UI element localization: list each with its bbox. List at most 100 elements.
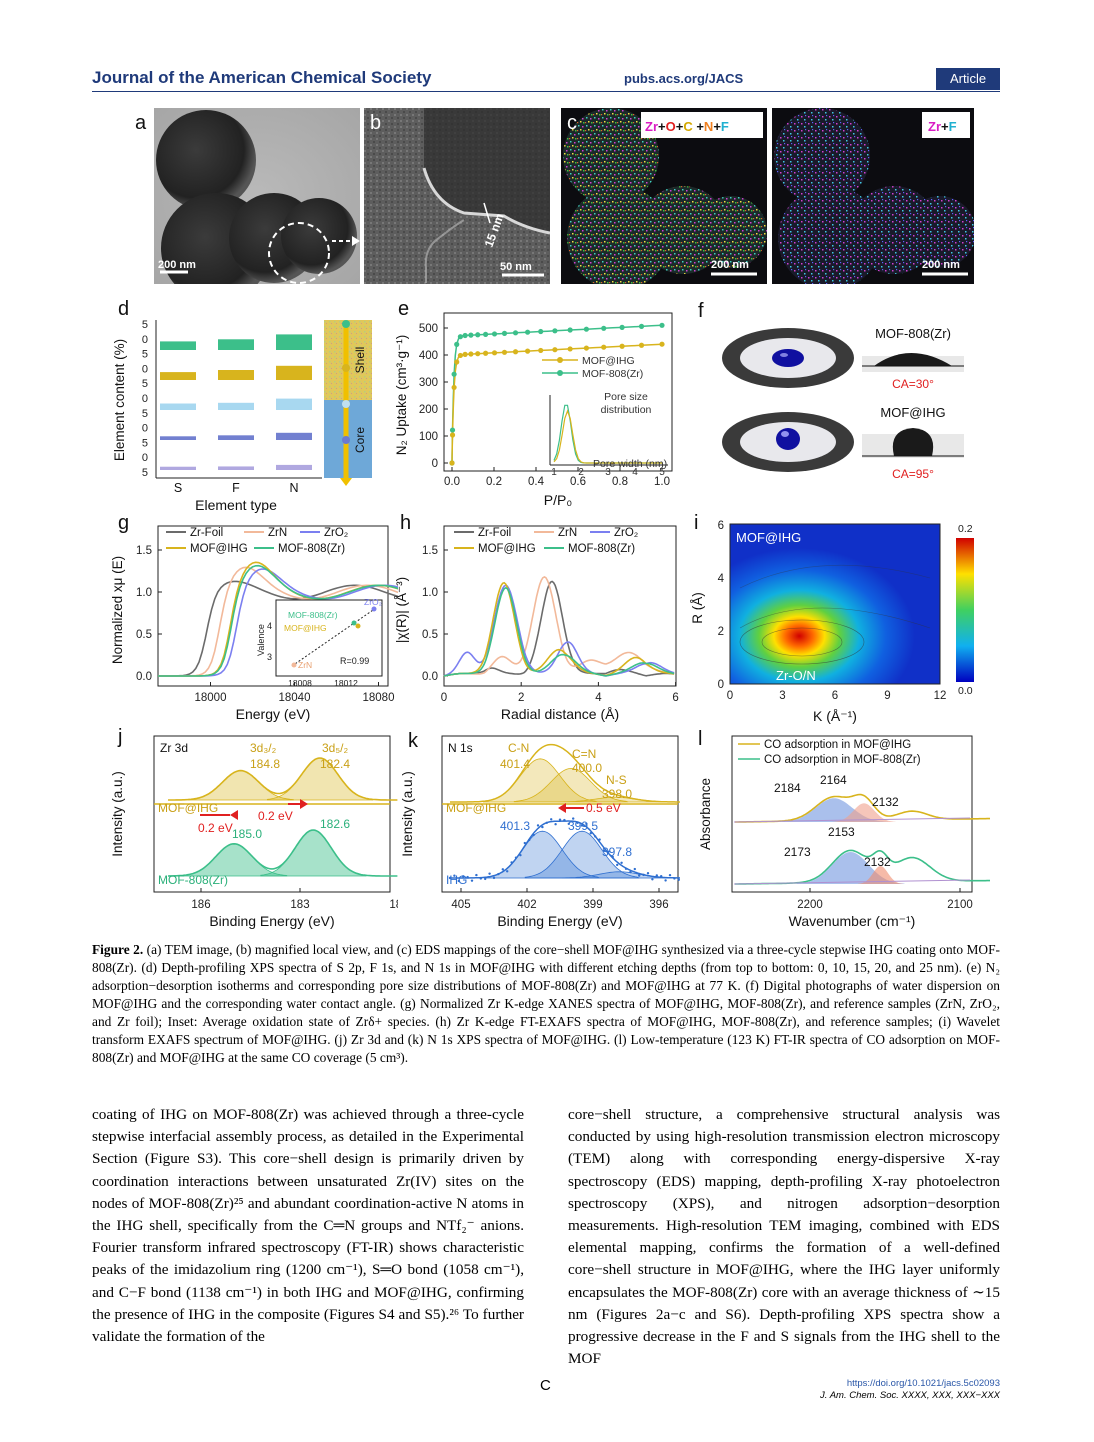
- panel-a-tem-image: 200 nm: [154, 108, 360, 284]
- panel-d-bar: [276, 365, 312, 380]
- panel-e-inset-title-2: distribution: [601, 404, 652, 416]
- panel-k-curve-pure-point: [611, 855, 614, 859]
- panel-e-point-mof: [567, 327, 573, 333]
- panel-d-bar: [218, 402, 254, 410]
- svg-text:R=0.99: R=0.99: [340, 656, 369, 666]
- panel-b-hrtem-image: 15 nm 50 nm: [364, 108, 550, 284]
- panel-e-point-mof: [525, 329, 531, 335]
- panel-d-bar: [218, 435, 254, 440]
- panel-e-xtick: 0.6: [570, 476, 586, 488]
- panel-e-point-ihg: [619, 343, 625, 349]
- page-header: Journal of the American Chemical Society…: [92, 68, 1000, 92]
- panel-e-point-ihg: [501, 349, 508, 355]
- panel-k-curve-pure-point: [550, 818, 553, 821]
- panel-e-point-mof: [601, 325, 607, 331]
- caption-text: (a) TEM image, (b) magnified local view,…: [92, 942, 1000, 1065]
- panel-d-bar: [218, 339, 254, 350]
- panel-d-ytick: 0: [142, 363, 148, 375]
- journal-site[interactable]: pubs.acs.org/JACS: [624, 71, 744, 86]
- panel-d-ylabel: Element content (%): [112, 339, 127, 461]
- panel-d-cat-s: S: [174, 481, 182, 495]
- panel-k-curve-ihg-component: [557, 796, 673, 803]
- svg-text:184.8: 184.8: [250, 757, 280, 771]
- svg-text:18012: 18012: [334, 678, 358, 688]
- body-column-left: coating of IHG on MOF-808(Zr) was achiev…: [92, 1106, 524, 1346]
- svg-text:398.0: 398.0: [602, 787, 632, 801]
- panel-g-ytick: 0.5: [136, 629, 152, 641]
- panel-e-point-ihg: [475, 351, 481, 357]
- panel-h-legend-item: Zr-Foil: [478, 527, 511, 539]
- panel-e-legend-ihg: MOF@IHG: [582, 355, 635, 367]
- panel-e-inset-xtick: 2: [578, 467, 584, 478]
- panel-i-ytick: 2: [718, 626, 724, 638]
- panel-d-letter: d: [118, 298, 130, 320]
- panel-d-ytick: 0: [142, 452, 148, 464]
- panel-e-point-mof: [457, 334, 463, 340]
- panel-h-legend-item: MOF@IHG: [478, 543, 536, 555]
- panel-k-curve-pure-point: [448, 876, 452, 880]
- panel-g-xtick: 18000: [195, 692, 227, 704]
- panel-k-chart: Intensity (a.u.) Binding Energy (eV) N 1…: [400, 735, 680, 929]
- panel-d-bar: [276, 432, 312, 440]
- panel-e-point-mof: [552, 328, 558, 334]
- panel-j-peak1: 3d₃/₂: [250, 741, 277, 755]
- panel-k-sample-bottom: IHG: [446, 873, 467, 887]
- panel-e-point-mof: [638, 323, 645, 329]
- panel-d-shell-label: Shell: [353, 347, 367, 374]
- panel-e-xtick: 0.2: [486, 476, 502, 488]
- panel-j-curve-ihg-component: [187, 770, 294, 801]
- panel-h-xtick: 4: [595, 692, 602, 704]
- panel-k-curve-pure-point: [488, 872, 491, 875]
- panel-k-curve-pure-point: [580, 824, 584, 827]
- panel-k-curve-pure-point: [660, 875, 663, 878]
- panel-e-ytick: 500: [419, 323, 438, 335]
- svg-text:C=N: C=N: [572, 747, 596, 761]
- panel-c-scale: 200 nm: [711, 259, 749, 271]
- panel-l-ylabel: Absorbance: [698, 778, 713, 850]
- panel-d-xlabel: Element type: [195, 497, 277, 513]
- panel-e-chart: 0 100 200 300 400 500 0.0 0.2 0.4 0.6 0.8 1.0 N₂ Up…: [394, 312, 673, 508]
- panel-g-ylabel: Normalized xμ (E): [110, 556, 125, 664]
- panel-e-inset-xtick: 5: [659, 467, 665, 478]
- panel-j-xtick: 180: [389, 899, 398, 911]
- svg-text:2164: 2164: [820, 773, 847, 787]
- panel-e-point-ihg: [538, 347, 544, 354]
- svg-text:401.3: 401.3: [500, 819, 530, 833]
- panel-k-curve-ihg-component: [482, 758, 598, 803]
- svg-text:MOF@IHG: MOF@IHG: [284, 623, 327, 633]
- panel-d-ytick: 0: [142, 393, 148, 405]
- panel-a-scale: 200 nm: [158, 259, 196, 271]
- panel-j-ylabel: Intensity (a.u.): [110, 771, 125, 857]
- panel-k-curve-pure-point: [567, 822, 570, 826]
- panel-e-point-mof: [475, 332, 481, 338]
- panel-k-curve-pure-point: [536, 824, 540, 827]
- panel-i-cbar-max: 0.2: [958, 523, 973, 535]
- panel-e-point-ihg: [583, 345, 589, 351]
- panel-e-ytick: 300: [419, 377, 438, 389]
- panel-j-sample-top: MOF@IHG: [158, 801, 218, 815]
- svg-text:ZrN: ZrN: [298, 660, 312, 670]
- panel-e-point-mof: [501, 330, 508, 336]
- panel-l-xtick: 2200: [797, 899, 823, 911]
- citation: J. Am. Chem. Soc. XXXX, XXX, XXX−XXX: [820, 1390, 1000, 1401]
- svg-text:182.6: 182.6: [320, 817, 350, 831]
- journal-title[interactable]: Journal of the American Chemical Society: [92, 68, 432, 87]
- panel-e-point-mof: [512, 330, 519, 336]
- panel-c2-scale: 200 nm: [922, 259, 960, 271]
- panel-l-legend-mof: CO adsorption in MOF-808(Zr): [764, 754, 921, 766]
- panel-k-xtick: 396: [649, 899, 668, 911]
- panel-e-point-mof: [483, 331, 489, 337]
- panel-d-cat-f: F: [232, 481, 240, 495]
- panel-g-xtick: 18080: [363, 692, 395, 704]
- panel-d-bar: [276, 398, 312, 410]
- panel-i-xlabel: K (Å⁻¹): [813, 708, 857, 724]
- panel-d-bar: [160, 403, 196, 410]
- panel-k-curve-pure-point: [576, 821, 579, 824]
- panel-e-point-ihg: [449, 432, 456, 438]
- panel-h-legend-item: ZrO₂: [614, 527, 638, 539]
- doi-link[interactable]: https://doi.org/10.1021/jacs.5c02093: [846, 1378, 1000, 1389]
- panel-b-letter: b: [370, 112, 382, 134]
- panel-k-curve-pure-point: [646, 872, 650, 875]
- panel-k-curve-pure-point: [668, 873, 672, 877]
- panel-k-sample-top: MOF@IHG: [446, 801, 506, 815]
